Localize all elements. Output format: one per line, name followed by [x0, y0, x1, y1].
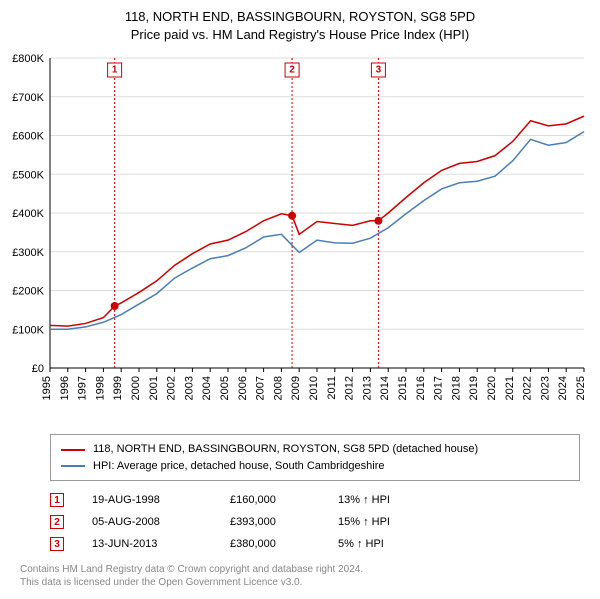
title-subtitle: Price paid vs. HM Land Registry's House …	[0, 26, 600, 44]
sale-marker-icon: 1	[50, 493, 64, 507]
footnote-line: This data is licensed under the Open Gov…	[20, 576, 580, 589]
svg-text:2010: 2010	[308, 376, 320, 400]
svg-text:2023: 2023	[539, 376, 551, 400]
sales-table: 1 19-AUG-1998 £160,000 13% ↑ HPI 2 05-AU…	[50, 489, 580, 555]
svg-text:2004: 2004	[201, 376, 213, 400]
svg-text:£300K: £300K	[12, 247, 44, 259]
svg-text:£700K: £700K	[12, 92, 44, 104]
sale-date: 19-AUG-1998	[92, 494, 202, 506]
chart-area: £0 £100K £200K £300K £400K £500K £600K £700K £80…	[0, 48, 600, 428]
chart-svg: £0 £100K £200K £300K £400K £500K £600K £700K £80…	[0, 48, 600, 428]
legend-swatch	[61, 449, 85, 451]
sale-price: £160,000	[230, 494, 310, 506]
legend: 118, NORTH END, BASSINGBOURN, ROYSTON, S…	[50, 434, 580, 481]
svg-text:2024: 2024	[557, 376, 569, 400]
svg-text:1995: 1995	[41, 376, 53, 400]
svg-text:2012: 2012	[344, 376, 356, 400]
sale-delta: 13% ↑ HPI	[338, 494, 438, 506]
svg-text:2018: 2018	[450, 376, 462, 400]
svg-text:£500K: £500K	[12, 170, 44, 182]
svg-text:1999: 1999	[112, 376, 124, 400]
svg-text:£0: £0	[32, 363, 44, 375]
svg-text:2016: 2016	[415, 376, 427, 400]
svg-text:£600K: £600K	[12, 131, 44, 143]
svg-text:2019: 2019	[468, 376, 480, 400]
svg-text:2000: 2000	[130, 376, 142, 400]
svg-text:£400K: £400K	[12, 208, 44, 220]
svg-text:2003: 2003	[183, 376, 195, 400]
sale-delta: 5% ↑ HPI	[338, 538, 438, 550]
svg-text:2025: 2025	[575, 376, 587, 400]
svg-text:1996: 1996	[59, 376, 71, 400]
svg-text:2005: 2005	[219, 376, 231, 400]
svg-text:1997: 1997	[77, 376, 89, 400]
legend-swatch	[61, 465, 85, 467]
sale-marker-icon: 3	[50, 537, 64, 551]
svg-text:2001: 2001	[148, 376, 160, 400]
legend-label: 118, NORTH END, BASSINGBOURN, ROYSTON, S…	[93, 441, 478, 458]
legend-label: HPI: Average price, detached house, Sout…	[93, 458, 384, 475]
svg-text:£200K: £200K	[12, 286, 44, 298]
legend-row: 118, NORTH END, BASSINGBOURN, ROYSTON, S…	[61, 441, 569, 458]
sale-price: £393,000	[230, 516, 310, 528]
svg-text:2014: 2014	[379, 376, 391, 400]
svg-text:2006: 2006	[237, 376, 249, 400]
svg-text:£100K: £100K	[12, 325, 44, 337]
svg-text:2011: 2011	[326, 376, 338, 400]
svg-text:2013: 2013	[361, 376, 373, 400]
title-address: 118, NORTH END, BASSINGBOURN, ROYSTON, S…	[0, 8, 600, 26]
footnote-line: Contains HM Land Registry data © Crown c…	[20, 563, 580, 576]
svg-text:2007: 2007	[255, 376, 267, 400]
chart-container: 118, NORTH END, BASSINGBOURN, ROYSTON, S…	[0, 0, 600, 589]
svg-text:3: 3	[376, 65, 382, 76]
svg-text:2021: 2021	[504, 376, 516, 400]
svg-text:2009: 2009	[290, 376, 302, 400]
svg-text:£800K: £800K	[12, 53, 44, 65]
footnote: Contains HM Land Registry data © Crown c…	[20, 563, 580, 589]
sale-price: £380,000	[230, 538, 310, 550]
sale-date: 13-JUN-2013	[92, 538, 202, 550]
svg-text:2015: 2015	[397, 376, 409, 400]
sales-row: 2 05-AUG-2008 £393,000 15% ↑ HPI	[50, 511, 580, 533]
legend-row: HPI: Average price, detached house, Sout…	[61, 458, 569, 475]
title-block: 118, NORTH END, BASSINGBOURN, ROYSTON, S…	[0, 0, 600, 48]
sale-marker-icon: 2	[50, 515, 64, 529]
svg-text:2017: 2017	[433, 376, 445, 400]
svg-text:2020: 2020	[486, 376, 498, 400]
sale-delta: 15% ↑ HPI	[338, 516, 438, 528]
sale-date: 05-AUG-2008	[92, 516, 202, 528]
sales-row: 1 19-AUG-1998 £160,000 13% ↑ HPI	[50, 489, 580, 511]
svg-text:2008: 2008	[272, 376, 284, 400]
sales-row: 3 13-JUN-2013 £380,000 5% ↑ HPI	[50, 533, 580, 555]
svg-text:1: 1	[112, 65, 118, 76]
svg-text:1998: 1998	[94, 376, 106, 400]
svg-text:2002: 2002	[166, 376, 178, 400]
svg-text:2: 2	[289, 65, 295, 76]
svg-text:2022: 2022	[522, 376, 534, 400]
